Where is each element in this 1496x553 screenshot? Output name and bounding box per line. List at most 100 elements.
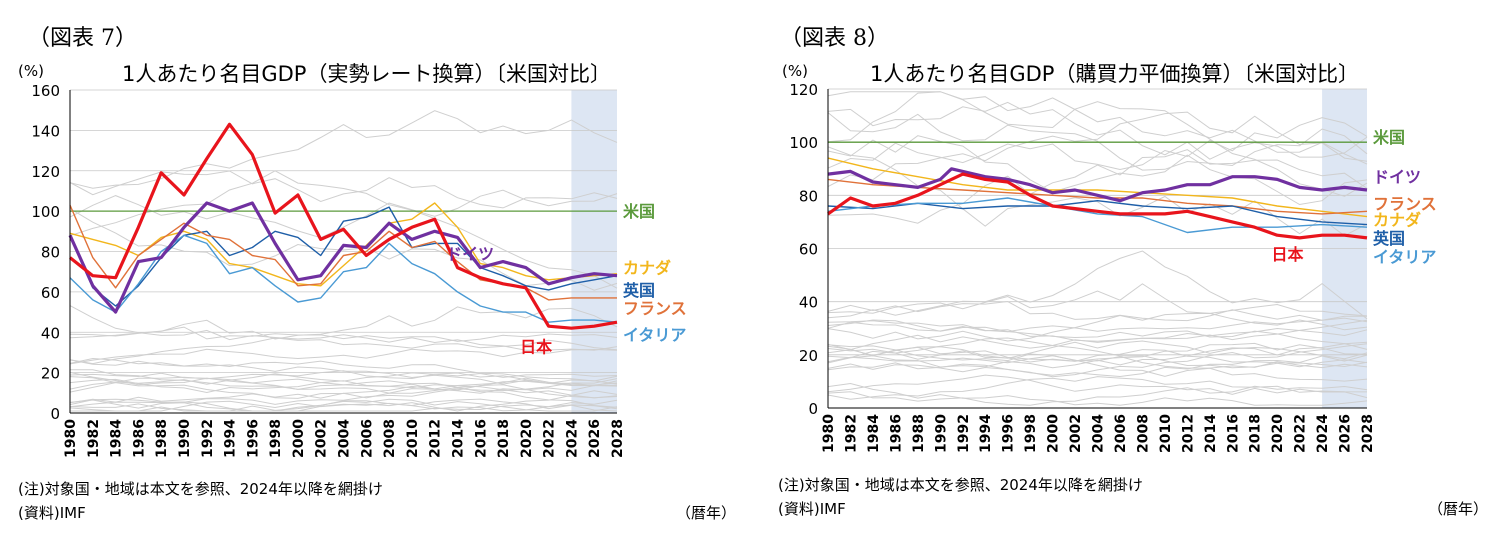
source-note: (資料)IMF: [778, 500, 846, 518]
series-line-日本: [69, 122, 618, 330]
y-tick-label: 40: [799, 294, 818, 312]
background-series: [827, 349, 1368, 368]
y-tick-label: 20: [41, 365, 60, 383]
series-line-ドイツ: [68, 201, 618, 314]
x-tick-label: 1986: [888, 414, 904, 453]
series-label-英国: 英国: [1372, 229, 1405, 248]
background-series: [69, 337, 618, 365]
x-tick-label: 2026: [587, 419, 603, 458]
background-series: [827, 111, 1368, 188]
x-tick-label: 1980: [63, 419, 79, 458]
x-tick-label: 1996: [245, 419, 261, 458]
series-label-英国: 英国: [622, 281, 655, 300]
x-tick-label: 1984: [109, 419, 125, 458]
x-tick-label: 2008: [382, 419, 398, 458]
x-tick-label: 2000: [291, 419, 307, 458]
x-tick-label: 1988: [911, 414, 927, 453]
background-series: [827, 374, 1368, 399]
background-series: [69, 110, 618, 189]
x-tick-label: 2012: [1180, 414, 1196, 453]
source-note: (資料)IMF: [18, 504, 86, 522]
background-series: [827, 319, 1368, 350]
x-tick-label: 1998: [1023, 414, 1039, 453]
background-series: [827, 337, 1368, 369]
footnote: (注)対象国・地域は本文を参照、2024年以降を網掛け: [778, 476, 1143, 494]
background-series: [827, 344, 1368, 369]
x-tick-label: 2000: [1046, 414, 1062, 453]
x-tick-label: 1990: [177, 419, 193, 458]
background-series: [827, 340, 1368, 360]
series-label-ドイツ: ドイツ: [446, 245, 494, 264]
background-series: [827, 146, 1368, 237]
background-series: [827, 354, 1368, 378]
y-tick-label: 160: [31, 82, 60, 100]
background-series: [69, 371, 618, 390]
background-series: [69, 390, 618, 412]
background-series: [69, 357, 618, 382]
series-line-ドイツ: [827, 167, 1368, 203]
y-tick-label: 140: [31, 122, 60, 140]
figure-label: （図表 8）: [780, 26, 889, 51]
background-series: [69, 377, 618, 399]
x-tick-label: 2014: [450, 419, 466, 458]
x-tick-label: 2010: [1158, 414, 1174, 453]
x-tick-label: 2002: [314, 419, 330, 458]
background-series: [827, 117, 1368, 171]
background-series: [827, 112, 1368, 171]
x-tick-label: 2028: [610, 419, 626, 458]
x-tick-label: 2010: [405, 419, 421, 458]
x-tick-label: 1982: [843, 414, 859, 453]
x-tick-label: 1988: [154, 419, 170, 458]
background-series: [827, 315, 1367, 333]
series-line-フランス: [69, 204, 617, 301]
series-label-カナダ: カナダ: [1373, 210, 1421, 229]
x-axis-unit: （暦年）: [1428, 500, 1489, 518]
x-tick-label: 2024: [1315, 414, 1331, 453]
background-series: [827, 341, 1368, 369]
series-label-フランス: フランス: [623, 299, 687, 318]
x-tick-label: 1994: [223, 419, 239, 458]
y-tick-label: 120: [789, 81, 818, 99]
other-countries-lines: [827, 91, 1368, 406]
y-tick-label: 80: [799, 187, 818, 205]
background-series: [827, 355, 1368, 382]
background-series: [827, 385, 1368, 406]
chart-panel-7: （図表 7） (%) 1人あたり名目GDP（実勢レート換算）〔米国対比〕 0 20…: [18, 26, 736, 522]
series-line-日本: [827, 172, 1368, 240]
background-series: [827, 343, 1368, 378]
background-series: [827, 283, 1368, 317]
footnote: (注)対象国・地域は本文を参照、2024年以降を網掛け: [18, 480, 383, 498]
other-countries-lines: [69, 110, 618, 412]
y-tick-label: 120: [31, 163, 60, 181]
background-series: [69, 170, 618, 289]
series-label-カナダ: カナダ: [623, 259, 671, 278]
line-chart-ppp: 0 20 40 60 80 100 120 1980 1982 1984 1986 1988 1990 1…: [789, 81, 1437, 453]
x-tick-label: 2018: [1248, 414, 1264, 453]
x-tick-label: 2022: [542, 419, 558, 458]
x-tick-label: 2016: [473, 419, 489, 458]
background-series: [69, 348, 618, 365]
line-chart-exchange-rate: 0 20 40 60 80 100 120 140 160 1980 1982 1984 1986 198…: [31, 82, 687, 458]
chart-panel-8: （図表 8） (%) 1人あたり名目GDP（購買力平価換算）〔米国対比〕 0 20…: [758, 0, 1496, 553]
background-series: [827, 149, 1368, 224]
x-tick-label: 1982: [86, 419, 102, 458]
series-label-フランス: フランス: [1373, 194, 1437, 213]
series-label-イタリア: イタリア: [1373, 247, 1436, 266]
background-series: [827, 321, 1368, 342]
background-series: [69, 189, 618, 239]
x-tick-label: 1992: [200, 419, 216, 458]
x-tick-label: 2024: [564, 419, 580, 458]
background-series: [827, 91, 1368, 197]
x-tick-label: 1980: [821, 414, 837, 453]
x-tick-label: 2026: [1338, 414, 1354, 453]
background-series: [827, 101, 1368, 160]
chart-title: 1人あたり名目GDP（購買力平価換算）〔米国対比〕: [870, 62, 1359, 86]
x-tick-label: 2020: [1270, 414, 1286, 453]
background-series: [827, 319, 1368, 351]
x-tick-label: 1986: [131, 419, 147, 458]
y-axis-unit: (%): [18, 62, 44, 80]
x-tick-label: 1992: [956, 414, 972, 453]
y-tick-label: 0: [50, 405, 60, 423]
series-label-米国: 米国: [623, 202, 655, 221]
x-tick-label: 2018: [496, 419, 512, 458]
